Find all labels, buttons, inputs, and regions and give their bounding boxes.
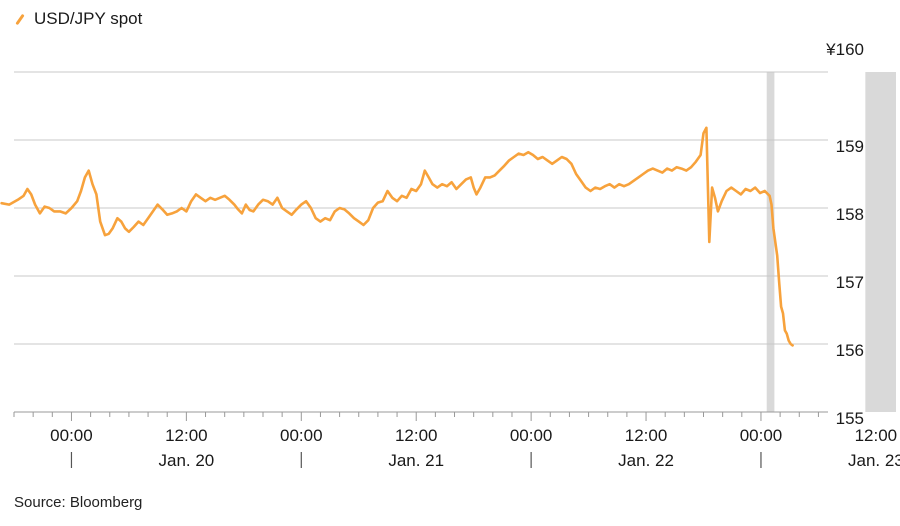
y-tick-label: ¥160 bbox=[825, 40, 864, 59]
y-tick-label: 157 bbox=[836, 273, 864, 292]
x-tick-label: 00:00 bbox=[50, 426, 93, 445]
date-label: Jan. 21 bbox=[388, 451, 444, 470]
y-tick-label: 156 bbox=[836, 341, 864, 360]
x-tick-label: 00:00 bbox=[510, 426, 553, 445]
shaded-range bbox=[865, 72, 896, 412]
y-tick-label: 155 bbox=[836, 409, 864, 428]
source-note: Source: Bloomberg bbox=[14, 494, 143, 511]
legend: USD/JPY spot bbox=[14, 9, 142, 29]
date-label: Jan. 23 bbox=[848, 451, 900, 470]
x-tick-label: 12:00 bbox=[625, 426, 668, 445]
x-tick-label: 00:00 bbox=[740, 426, 783, 445]
legend-label: USD/JPY spot bbox=[34, 9, 143, 28]
y-tick-label: 159 bbox=[836, 137, 864, 156]
series-line bbox=[0, 126, 794, 347]
x-tick-label: 12:00 bbox=[855, 426, 898, 445]
x-tick-label: 12:00 bbox=[395, 426, 438, 445]
shaded-range bbox=[766, 72, 775, 412]
x-tick-label: 12:00 bbox=[165, 426, 208, 445]
y-tick-label: 158 bbox=[836, 205, 864, 224]
date-label: Jan. 20 bbox=[158, 451, 214, 470]
x-tick-label: 00:00 bbox=[280, 426, 323, 445]
date-label: Jan. 22 bbox=[618, 451, 674, 470]
